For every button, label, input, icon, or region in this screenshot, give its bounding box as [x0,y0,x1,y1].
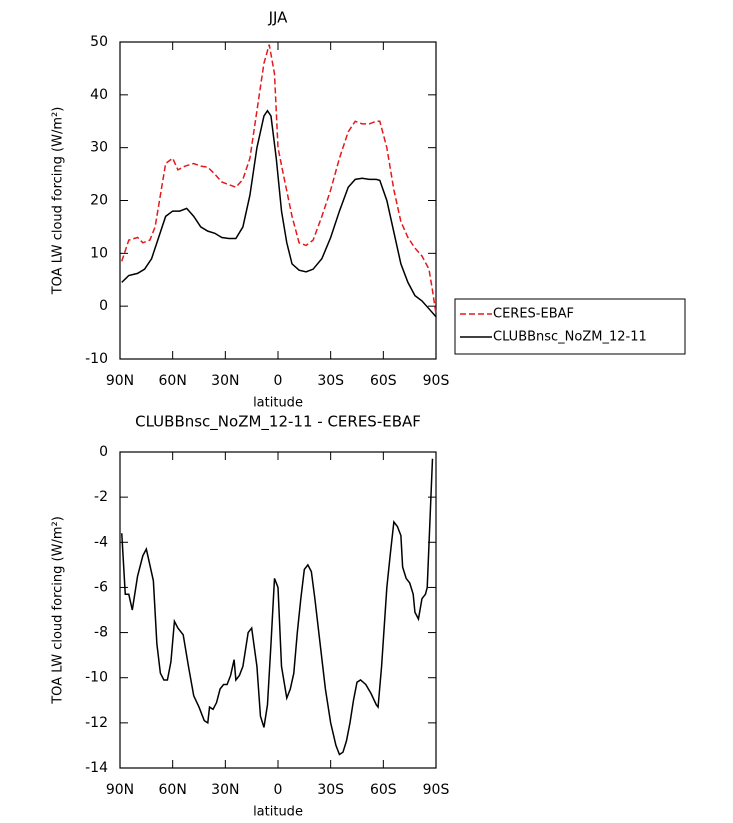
data-line [121,458,434,756]
y-axis-label: TOA LW cloud forcing (W/m²) [51,516,66,705]
y-axis-label: TOA LW cloud forcing (W/m²) [51,107,66,296]
y-tick-label: 10 [90,245,108,261]
x-tick-label: 30S [317,373,344,389]
y-tick-label: 0 [99,298,108,314]
data-line [121,44,437,315]
x-tick-label: 90N [106,782,134,798]
y-tick-label: -14 [85,760,108,776]
y-tick-label: 20 [90,193,108,209]
data-line [121,109,437,318]
x-tick-label: 30S [317,782,344,798]
x-tick-label: 90N [106,373,134,389]
y-tick-label: -2 [94,489,108,505]
legend-label: CLUBBnsc_NoZM_12-11 [493,330,647,345]
y-tick-label: -12 [85,715,108,731]
x-tick-label: 30N [211,373,239,389]
x-axis-label: latitude [253,805,303,820]
legend-label: CERES-EBAF [493,307,574,322]
x-tick-label: 60S [370,782,397,798]
y-tick-label: -6 [94,579,108,595]
chart-title: CLUBBnsc_NoZM_12-11 - CERES-EBAF [135,413,421,432]
y-tick-label: -4 [94,534,108,550]
y-tick-label: -10 [85,351,108,367]
x-tick-label: 0 [274,373,283,389]
x-tick-label: 30N [211,782,239,798]
x-tick-label: 60N [159,782,187,798]
y-tick-label: 30 [90,140,108,156]
y-tick-label: -8 [94,625,108,641]
x-tick-label: 90S [423,782,450,798]
x-axis-label: latitude [253,396,303,411]
chart-title: JJA [268,9,289,27]
legend-box [454,298,686,355]
y-tick-label: -10 [85,670,108,686]
y-tick-label: 40 [90,87,108,103]
x-tick-label: 90S [423,373,450,389]
y-tick-label: 0 [99,444,108,460]
plot-frame [119,451,437,769]
x-tick-label: 60S [370,373,397,389]
y-tick-label: 50 [90,34,108,50]
x-tick-label: 60N [159,373,187,389]
x-tick-label: 0 [274,782,283,798]
plot-frame [119,41,437,360]
